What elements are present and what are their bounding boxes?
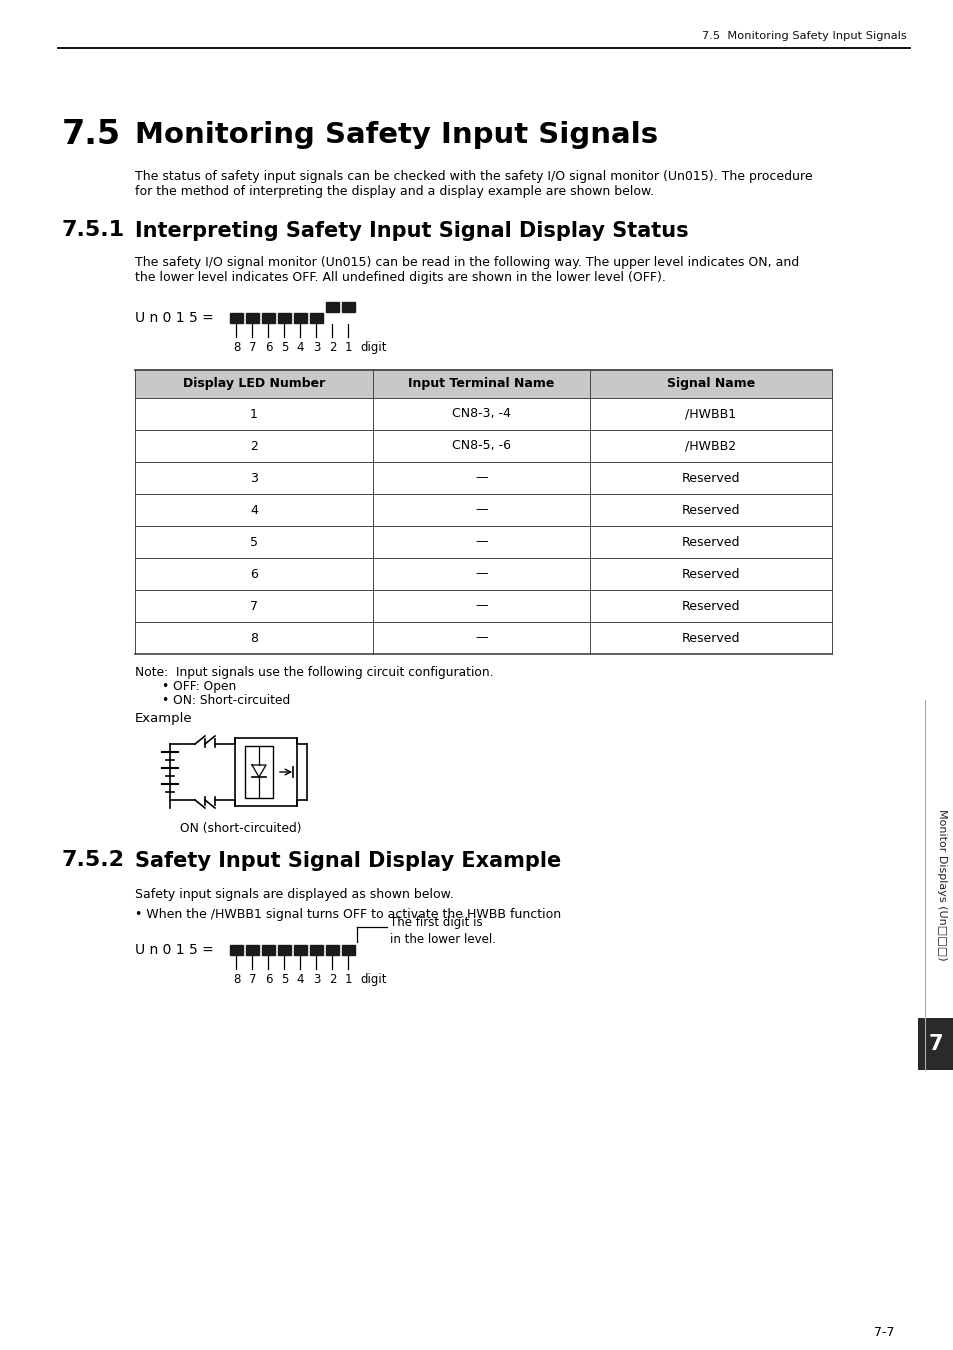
Text: 8: 8: [233, 973, 240, 985]
Text: U n 0 1 5 =: U n 0 1 5 =: [135, 310, 213, 325]
Text: digit: digit: [359, 342, 386, 354]
Text: Reserved: Reserved: [681, 599, 740, 613]
Text: 5: 5: [280, 342, 288, 354]
Bar: [277, 313, 291, 323]
Text: 7.5: 7.5: [62, 117, 121, 151]
Text: —: —: [475, 567, 487, 580]
Text: —: —: [475, 536, 487, 548]
Text: The first digit is
in the lower level.: The first digit is in the lower level.: [390, 917, 496, 946]
Text: Monitoring Safety Input Signals: Monitoring Safety Input Signals: [135, 122, 658, 148]
Text: The status of safety input signals can be checked with the safety I/O signal mon: The status of safety input signals can b…: [135, 170, 812, 184]
Text: Display LED Number: Display LED Number: [183, 378, 325, 390]
Text: 5: 5: [250, 536, 257, 548]
Text: 4: 4: [296, 342, 304, 354]
Text: 8: 8: [233, 342, 240, 354]
Text: /HWBB2: /HWBB2: [684, 440, 736, 452]
Text: 1: 1: [344, 342, 352, 354]
Text: ON (short-circuited): ON (short-circuited): [180, 822, 301, 836]
Text: 7.5.2: 7.5.2: [62, 850, 125, 869]
Bar: [326, 945, 338, 954]
Text: the lower level indicates OFF. All undefined digits are shown in the lower level: the lower level indicates OFF. All undef…: [135, 271, 665, 284]
Bar: [245, 747, 273, 798]
Text: 3: 3: [313, 342, 320, 354]
Text: 6: 6: [250, 567, 257, 580]
Text: 6: 6: [265, 342, 272, 354]
Text: 3: 3: [313, 973, 320, 985]
Text: for the method of interpreting the display and a display example are shown below: for the method of interpreting the displ…: [135, 185, 654, 198]
Text: —: —: [475, 599, 487, 613]
Text: Reserved: Reserved: [681, 471, 740, 485]
Text: Signal Name: Signal Name: [666, 378, 755, 390]
Bar: [262, 313, 274, 323]
Bar: [246, 313, 258, 323]
Text: 4: 4: [250, 504, 257, 517]
Text: 7.5.1: 7.5.1: [62, 220, 125, 240]
Bar: [310, 313, 323, 323]
Text: 7: 7: [249, 342, 256, 354]
Text: 7: 7: [928, 1034, 943, 1054]
Bar: [310, 945, 323, 954]
Bar: [277, 945, 291, 954]
Text: 2: 2: [329, 973, 335, 985]
Bar: [230, 313, 243, 323]
Text: • When the /HWBB1 signal turns OFF to activate the HWBB function: • When the /HWBB1 signal turns OFF to ac…: [135, 909, 560, 921]
Bar: [294, 313, 307, 323]
Text: U n 0 1 5 =: U n 0 1 5 =: [135, 944, 213, 957]
Text: 7-7: 7-7: [874, 1326, 894, 1338]
Bar: [326, 302, 338, 312]
Text: 1: 1: [250, 408, 257, 420]
Text: Monitor Displays (Un□□□): Monitor Displays (Un□□□): [936, 809, 946, 961]
Bar: [917, 1018, 953, 1071]
Bar: [262, 945, 274, 954]
Bar: [246, 945, 258, 954]
Text: —: —: [475, 471, 487, 485]
Text: —: —: [475, 632, 487, 644]
Text: CN8-3, -4: CN8-3, -4: [452, 408, 511, 420]
Bar: [234, 738, 296, 806]
Text: Note:  Input signals use the following circuit configuration.: Note: Input signals use the following ci…: [135, 666, 493, 679]
Text: Reserved: Reserved: [681, 504, 740, 517]
Text: Reserved: Reserved: [681, 632, 740, 644]
Text: Example: Example: [135, 711, 193, 725]
Bar: [135, 370, 831, 398]
Text: 1: 1: [344, 973, 352, 985]
Text: • ON: Short-circuited: • ON: Short-circuited: [162, 694, 290, 707]
Text: digit: digit: [359, 973, 386, 985]
Text: Reserved: Reserved: [681, 536, 740, 548]
Bar: [294, 945, 307, 954]
Text: —: —: [475, 504, 487, 517]
Text: Interpreting Safety Input Signal Display Status: Interpreting Safety Input Signal Display…: [135, 221, 688, 242]
Text: CN8-5, -6: CN8-5, -6: [452, 440, 511, 452]
Text: 4: 4: [296, 973, 304, 985]
Text: 7: 7: [249, 973, 256, 985]
Text: /HWBB1: /HWBB1: [684, 408, 736, 420]
Bar: [341, 302, 355, 312]
Bar: [341, 945, 355, 954]
Text: 7: 7: [250, 599, 257, 613]
Text: 5: 5: [280, 973, 288, 985]
Text: • OFF: Open: • OFF: Open: [162, 680, 236, 693]
Text: 6: 6: [265, 973, 272, 985]
Text: The safety I/O signal monitor (Un015) can be read in the following way. The uppe: The safety I/O signal monitor (Un015) ca…: [135, 256, 799, 269]
Text: 3: 3: [250, 471, 257, 485]
Text: 2: 2: [250, 440, 257, 452]
Text: Reserved: Reserved: [681, 567, 740, 580]
Text: 2: 2: [329, 342, 335, 354]
Text: 7.5  Monitoring Safety Input Signals: 7.5 Monitoring Safety Input Signals: [701, 31, 906, 40]
Text: 8: 8: [250, 632, 257, 644]
Text: Safety Input Signal Display Example: Safety Input Signal Display Example: [135, 850, 560, 871]
Text: Safety input signals are displayed as shown below.: Safety input signals are displayed as sh…: [135, 888, 454, 900]
Bar: [230, 945, 243, 954]
Text: Input Terminal Name: Input Terminal Name: [408, 378, 554, 390]
